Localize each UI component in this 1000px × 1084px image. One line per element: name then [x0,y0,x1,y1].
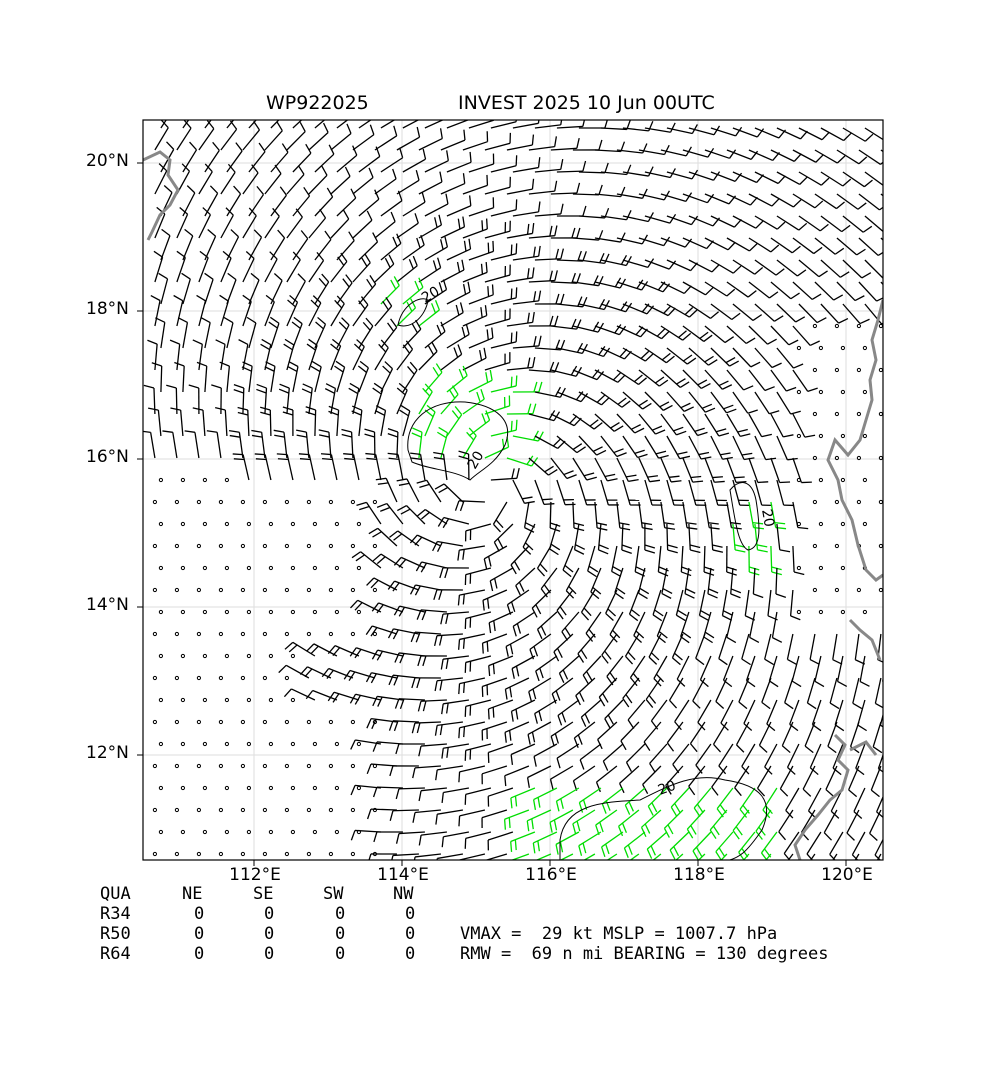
cell-ne: 0 [194,904,204,924]
table-header-ne: NE [182,884,202,904]
cell-se: 0 [264,904,274,924]
table-header-nw: NW [393,884,413,904]
lon-label-112e: 112°E [215,865,295,885]
lon-label-118e: 118°E [659,865,739,885]
cell-sw: 0 [335,904,345,924]
table-header-se: SE [253,884,273,904]
cell-nw: 0 [405,904,415,924]
axis-ticks [137,163,846,866]
stats-rmw-bearing: RMW = 69 n mi BEARING = 130 degrees [460,944,828,964]
lat-label-18n: 18°N [86,299,138,319]
grid-lines [143,120,883,860]
lon-label-120e: 120°E [807,865,887,885]
lon-label-114e: 114°E [363,865,443,885]
wind-barbs [140,98,916,884]
table-row-r50: R50 0 0 0 0 [100,924,141,944]
lon-label-116e: 116°E [511,865,591,885]
table-header-qua: QUA [100,884,131,904]
row-label: R34 [100,904,131,924]
contour-label: 20 [758,508,777,528]
stats-vmax-mslp: VMAX = 29 kt MSLP = 1007.7 hPa [460,924,777,944]
cell-nw: 0 [405,944,415,964]
contour-label: 20 [656,778,678,799]
table-header-sw: SW [323,884,343,904]
lat-label-12n: 12°N [86,743,138,763]
cell-sw: 0 [335,944,345,964]
cell-se: 0 [264,924,274,944]
lat-label-14n: 14°N [86,595,138,615]
cell-ne: 0 [194,944,204,964]
row-label: R50 [100,924,131,944]
cell-sw: 0 [335,924,345,944]
table-header-row: QUA NE SE SW NW [100,884,141,904]
lat-label-16n: 16°N [86,447,138,467]
wind-contours [398,299,767,862]
cell-nw: 0 [405,924,415,944]
cell-se: 0 [264,944,274,964]
table-row-r64: R64 0 0 0 0 [100,944,141,964]
table-row-r34: R34 0 0 0 0 [100,904,141,924]
cell-ne: 0 [194,924,204,944]
row-label: R64 [100,944,131,964]
lat-label-20n: 20°N [86,151,138,171]
